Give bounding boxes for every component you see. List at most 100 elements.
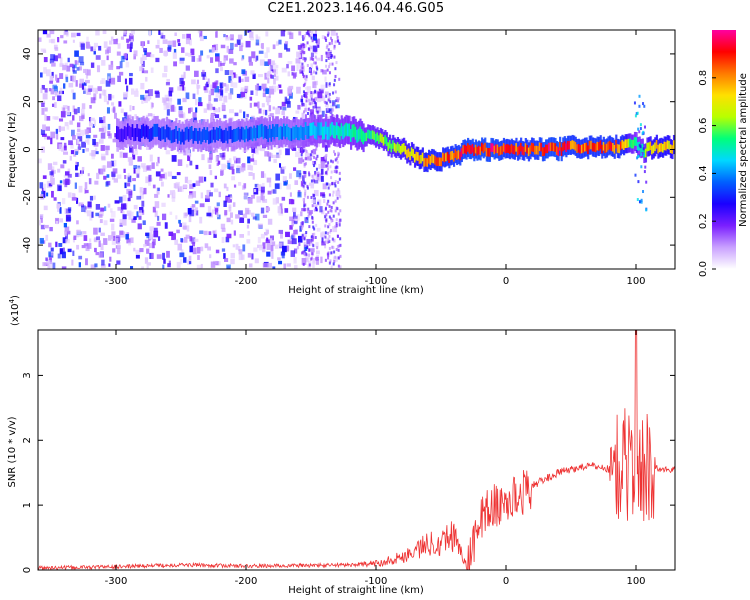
spectrogram-noise-cell — [334, 40, 337, 44]
spectrogram-ridge-core — [320, 122, 323, 136]
spectrogram-noise-cell — [247, 252, 252, 258]
spectrogram-ridge-core — [637, 142, 640, 151]
spectrogram-noise-cell — [41, 133, 47, 137]
spectrogram-noise-cell — [84, 210, 88, 214]
spectrogram-noise-cell — [55, 220, 59, 224]
spectrogram-noise-cell — [50, 247, 54, 252]
spectrogram-ridge-core — [598, 142, 601, 151]
spectrogram-noise-cell — [78, 143, 81, 150]
spectrogram-noise-cell — [257, 101, 260, 109]
spectrogram-noise-cell — [60, 126, 66, 131]
spectrogram-noise-cell — [112, 236, 116, 241]
spectrogram-noise-cell — [173, 106, 177, 112]
spectrogram-noise-cell — [271, 241, 276, 247]
spectrogram-noise-cell — [151, 102, 154, 108]
spectrogram-noise-cell — [62, 64, 67, 71]
spectrogram-noise-cell — [149, 226, 154, 231]
spectrogram-noise-cell — [221, 227, 226, 232]
spectrogram-noise-cell — [88, 178, 92, 185]
spectrogram-ridge-core — [215, 127, 219, 141]
spectrogram-noise-cell — [157, 187, 160, 191]
spectrogram-ridge-core — [562, 142, 565, 152]
spectrogram-noise-cell — [246, 224, 250, 229]
spectrogram-noise-cell — [336, 234, 339, 238]
spectrogram-ridge-core — [409, 151, 412, 161]
spectrogram-noise-cell — [137, 223, 142, 230]
spectrogram-noise-cell — [39, 214, 44, 219]
spectrogram-ridge-core — [217, 127, 220, 141]
spectrogram-noise-cell — [311, 199, 316, 203]
spectrogram-noise-cell — [38, 37, 42, 42]
spectrogram-noise-cell — [305, 150, 308, 154]
spectrogram-noise-cell — [108, 40, 113, 45]
spectrogram-noise-cell — [95, 30, 100, 36]
spectrogram-noise-cell — [129, 105, 132, 112]
spectrogram-noise-cell — [322, 69, 327, 75]
spectrogram-noise-cell — [133, 50, 138, 57]
spectrogram-noise-cell — [317, 141, 320, 147]
spectrogram-noise-cell — [186, 33, 191, 40]
spectrogram-noise-cell — [241, 55, 245, 60]
spectrogram-noise-cell — [227, 162, 231, 170]
spectrogram-noise-cell — [326, 107, 329, 111]
spectrogram-noise-cell — [135, 167, 141, 175]
spectrogram-ridge-core — [412, 149, 415, 158]
spectrogram-noise-cell — [183, 184, 188, 189]
spectrogram-noise-cell — [63, 142, 67, 149]
spectrogram-noise-cell — [111, 171, 116, 177]
spectrogram-noise-cell — [101, 89, 105, 96]
spectrogram-noise-cell — [249, 102, 252, 108]
spectrogram-noise-cell — [310, 252, 313, 256]
spectrogram-noise-cell — [323, 198, 326, 204]
spectrogram-noise-cell — [72, 75, 76, 83]
spectrogram-noise-cell — [316, 250, 320, 255]
spectrogram-noise-cell — [93, 195, 96, 200]
spectrogram-noise-cell — [228, 93, 232, 100]
spectrogram-noise-cell — [216, 202, 220, 207]
spectrogram-ridge-core — [559, 142, 562, 151]
spectrogram-noise-cell — [282, 245, 287, 253]
spectrogram-noise-cell — [66, 125, 70, 130]
spectrogram-noise-cell — [337, 256, 340, 260]
spectrogram-noise-cell — [148, 232, 153, 239]
spectrogram-noise-cell — [189, 38, 192, 46]
spectrogram-noise-cell — [273, 77, 276, 85]
spectrogram-ridge-core — [170, 130, 173, 144]
spectrogram-ridge-core — [245, 125, 248, 139]
spectrogram-noise-cell — [337, 154, 340, 158]
spectrogram-noise-cell — [330, 209, 333, 213]
spectrogram-noise-cell — [235, 243, 239, 250]
spectrogram-ridge-core — [477, 145, 481, 155]
spectrogram-noise-cell — [180, 74, 185, 79]
spectrogram-noise-cell — [226, 233, 232, 239]
spectrogram-noise-cell — [278, 260, 283, 265]
spectrogram-noise-cell — [328, 82, 331, 86]
spectrogram-noise-cell — [312, 193, 315, 197]
spectrogram-noise-cell — [334, 90, 337, 94]
spectrogram-noise-cell — [206, 55, 210, 59]
spectrogram-noise-cell — [212, 230, 217, 234]
spectrogram-noise-cell — [301, 62, 304, 66]
spectrogram-noise-cell — [339, 218, 342, 222]
spectrogram-ridge-core — [392, 140, 395, 149]
spectrogram-noise-cell — [308, 248, 311, 252]
spectrogram-noise-cell — [327, 199, 330, 203]
spectrogram-noise-cell — [336, 144, 339, 148]
spectrogram-noise-cell — [244, 144, 249, 151]
spectrogram-ridge-core — [632, 139, 635, 149]
spectrogram-noise-cell — [133, 150, 138, 155]
spectrogram-noise-cell — [111, 176, 115, 180]
spectrogram-noise-cell — [61, 198, 66, 205]
spectrogram-noise-cell — [114, 200, 120, 204]
spectrogram-noise-cell — [324, 245, 327, 249]
spectrogram-ridge-core — [139, 128, 142, 142]
spectrogram-noise-cell — [72, 70, 77, 74]
spectrogram-noise-cell — [85, 258, 88, 266]
spectrogram-noise-cell — [44, 114, 47, 121]
spectrogram-noise-cell — [335, 105, 338, 109]
spectrogram-noise-cell — [242, 148, 248, 153]
spectrogram-noise-cell — [163, 258, 166, 264]
spectrogram-noise-cell — [143, 48, 148, 53]
spectrogram-noise-cell — [107, 203, 111, 208]
spectrogram-noise-cell — [315, 65, 318, 69]
